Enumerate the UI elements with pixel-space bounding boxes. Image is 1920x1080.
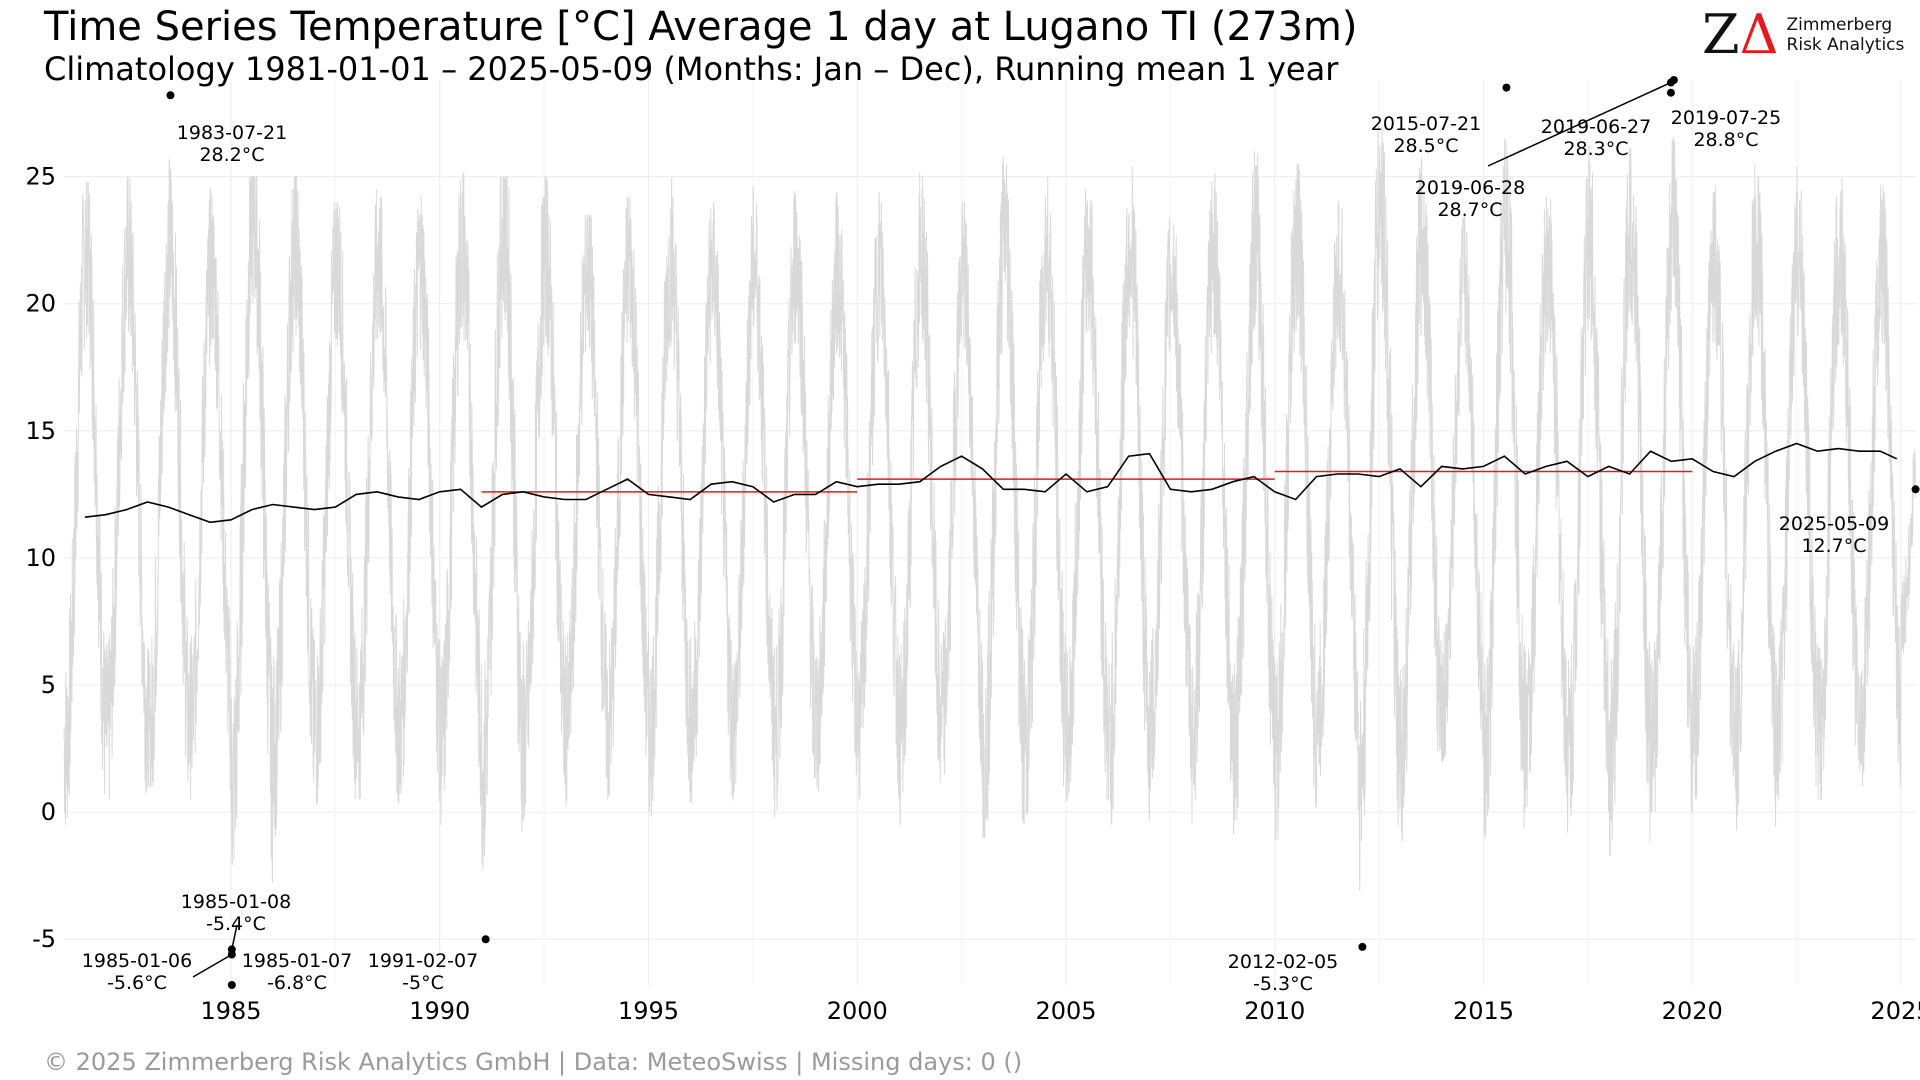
chart-title: Time Series Temperature [°C] Average 1 d… — [44, 4, 1358, 50]
chart-caption: © 2025 Zimmerberg Risk Analytics GmbH | … — [44, 1048, 1023, 1076]
running-mean-line — [84, 442, 1898, 524]
annotation-value-label: 28.2°C — [199, 144, 264, 166]
y-tick-label: 10 — [25, 544, 56, 572]
logo-line-2: Risk Analytics — [1786, 35, 1905, 55]
x-tick-label: 2025 — [1870, 997, 1920, 1025]
x-tick-label: 1985 — [200, 997, 261, 1025]
annotation-date-label: 1985-01-07 — [242, 950, 352, 972]
x-tick-label: 2010 — [1244, 997, 1305, 1025]
annotation-value-label: 28.7°C — [1437, 199, 1502, 221]
company-logo: ZΔ Zimmerberg Risk Analytics — [1702, 8, 1904, 62]
annotation-point — [1669, 76, 1678, 84]
annotation-point — [166, 91, 175, 100]
y-tick-label: 20 — [25, 290, 56, 318]
annotation-point — [1666, 88, 1675, 97]
annotation-value-label: -6.8°C — [267, 972, 327, 994]
logo-line-1: Zimmerberg — [1786, 15, 1893, 35]
y-tick-label: 5 — [41, 671, 56, 699]
x-tick-label: 1990 — [409, 997, 470, 1025]
annotation-value-label: -5°C — [402, 972, 444, 994]
annotation-date-label: 1985-01-08 — [181, 891, 291, 913]
annotation-value-label: -5.4°C — [206, 913, 266, 935]
annotation-leader-line — [1487, 81, 1672, 167]
y-tick-label: 15 — [25, 417, 56, 445]
annotation-point — [1502, 83, 1511, 92]
y-tick-label: 25 — [25, 163, 56, 191]
annotation-value-label: 12.7°C — [1801, 535, 1866, 557]
annotation-value-label: -5.3°C — [1253, 973, 1313, 995]
daily-temperature-line — [63, 125, 1916, 892]
annotation-date-label: 2015-07-21 — [1371, 113, 1481, 135]
annotation-value-label: -5.6°C — [107, 972, 167, 994]
y-tick-label: 0 — [41, 798, 56, 826]
annotation-date-label: 1983-07-21 — [177, 122, 287, 144]
chart-subtitle: Climatology 1981-01-01 – 2025-05-09 (Mon… — [44, 50, 1339, 88]
annotation-date-label: 2019-06-27 — [1541, 116, 1651, 138]
x-tick-label: 2000 — [827, 997, 888, 1025]
annotation-date-label: 1985-01-06 — [82, 950, 192, 972]
x-tick-label: 2015 — [1453, 997, 1514, 1025]
annotation-leader-line — [231, 924, 238, 950]
annotation-point — [481, 935, 490, 944]
x-tick-label: 2005 — [1035, 997, 1096, 1025]
annotation-value-label: 28.3°C — [1563, 138, 1628, 160]
annotation-date-label: 2019-06-28 — [1415, 177, 1525, 199]
annotation-point — [1358, 942, 1367, 951]
annotation-point — [227, 981, 236, 989]
annotation-point — [227, 950, 236, 959]
x-tick-label: 2020 — [1662, 997, 1723, 1025]
annotation-leader-line — [192, 953, 233, 978]
annotation-date-label: 1991-02-07 — [368, 950, 478, 972]
logo-mark-icon: ZΔ — [1702, 3, 1779, 66]
annotation-value-label: 28.8°C — [1693, 129, 1758, 151]
x-tick-label: 1995 — [618, 997, 679, 1025]
logo-text: Zimmerberg Risk Analytics — [1787, 15, 1905, 55]
y-tick-label: -5 — [32, 925, 56, 953]
annotation-value-label: 28.5°C — [1393, 135, 1458, 157]
annotation-date-label: 2025-05-09 — [1779, 513, 1889, 535]
annotation-date-label: 2019-07-25 — [1671, 107, 1781, 129]
annotation-point — [1911, 485, 1920, 494]
annotation-date-label: 2012-02-05 — [1228, 951, 1338, 973]
